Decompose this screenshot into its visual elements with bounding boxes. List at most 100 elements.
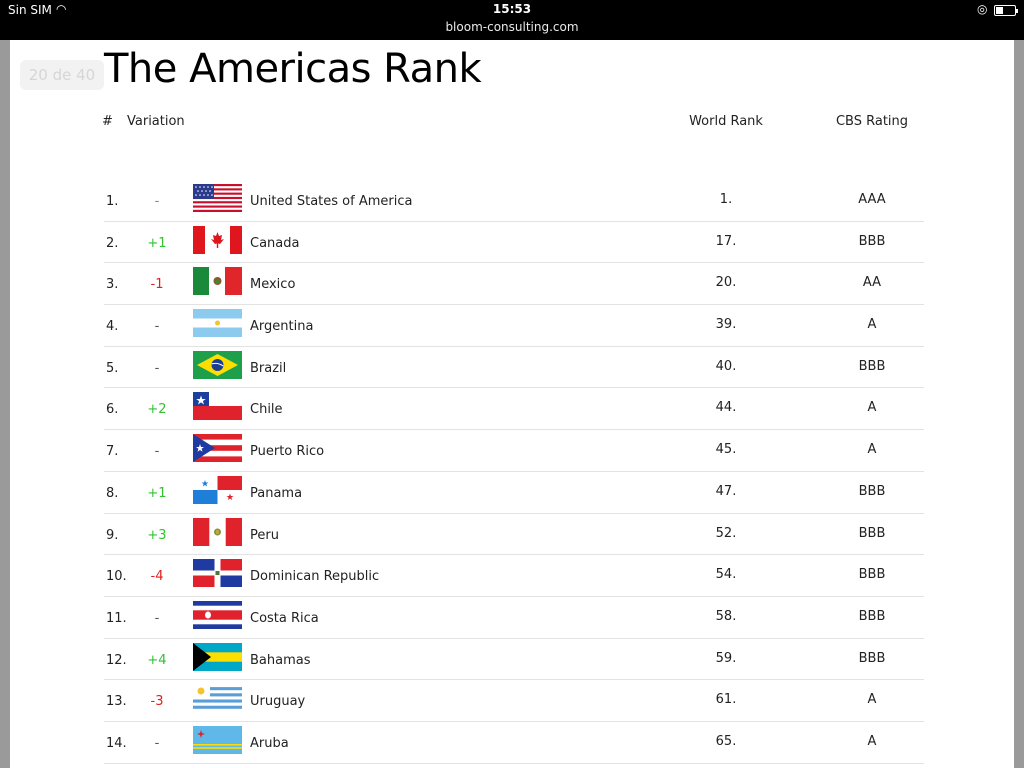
cbs-rating-cell: A — [867, 442, 877, 458]
country-name: Chile — [250, 402, 283, 418]
chile-flag-icon — [193, 392, 242, 421]
country-name: Costa Rica — [250, 610, 319, 626]
table-row: 1. - United States of America 1. — [104, 180, 924, 222]
table-row: 2. +1 Canada 17. BBB — [104, 222, 924, 264]
ranking-table: 1. - United States of America 1. — [104, 180, 924, 764]
peru-flag-icon — [193, 517, 242, 546]
wifi-icon: ◠ — [56, 2, 67, 16]
cbs-rating-cell: A — [867, 733, 877, 749]
rank-cell: 5. — [106, 360, 119, 376]
table-row: 13. -3 Uruguay 61. A — [104, 680, 924, 722]
cbs-rating-cell: BBB — [858, 358, 886, 374]
world-rank-cell: 47. — [715, 483, 737, 499]
column-header-variation: Variation — [127, 114, 185, 129]
rank-cell: 12. — [106, 652, 127, 668]
canada-flag-icon — [193, 225, 242, 254]
table-row: 9. +3 Peru 52. BBB — [104, 514, 924, 556]
cbs-rating-cell: BBB — [858, 233, 886, 249]
world-rank-cell: 17. — [715, 233, 737, 249]
variation-cell: - — [154, 194, 160, 209]
address-bar[interactable]: bloom-consulting.com — [445, 20, 579, 34]
cbs-rating-cell: A — [867, 317, 877, 333]
table-row: 12. +4 Bahamas 59. BBB — [104, 639, 924, 681]
battery-icon — [994, 5, 1018, 16]
mexico-flag-icon — [193, 267, 242, 296]
world-rank-cell: 44. — [715, 400, 737, 416]
variation-cell: -1 — [150, 277, 164, 293]
uruguay-flag-icon — [193, 684, 242, 713]
carrier-label: Sin SIM — [8, 3, 52, 17]
table-row: 11. - Costa Rica 58. BBB — [104, 597, 924, 639]
rank-cell: 9. — [106, 527, 119, 543]
column-header-number: # — [102, 114, 113, 129]
cbs-rating-cell: BBB — [858, 525, 886, 541]
country-name: Panama — [250, 485, 303, 501]
world-rank-cell: 58. — [715, 608, 737, 624]
country-name: Mexico — [250, 277, 296, 293]
aruba-flag-icon — [193, 725, 242, 754]
table-row: 6. +2 Chile 44. A — [104, 388, 924, 431]
cbs-rating-cell: AA — [862, 275, 882, 291]
variation-cell: - — [154, 610, 160, 626]
usa-flag-icon — [193, 184, 242, 212]
cbs-rating-cell: BBB — [858, 567, 886, 583]
world-rank-cell: 59. — [715, 650, 737, 666]
table-row: 14. - Aruba 65. A — [104, 722, 924, 764]
slide-counter: 20 de 40 — [20, 60, 104, 90]
country-name: Uruguay — [250, 694, 306, 710]
variation-cell: - — [154, 735, 160, 751]
world-rank-cell: 45. — [715, 442, 737, 458]
rank-cell: 10. — [106, 569, 127, 585]
variation-cell: +1 — [147, 235, 167, 251]
variation-cell: - — [154, 319, 160, 335]
world-rank-cell: 54. — [715, 567, 737, 583]
country-name: Brazil — [250, 360, 287, 376]
cbs-rating-cell: A — [867, 692, 877, 708]
brazil-flag-icon — [193, 350, 242, 379]
cbs-rating-cell: BBB — [858, 483, 886, 499]
column-header-world-rank: World Rank — [689, 114, 763, 129]
dominican-republic-flag-icon — [193, 559, 242, 588]
rank-cell: 11. — [106, 610, 127, 626]
variation-cell: +4 — [147, 652, 167, 668]
country-name: Argentina — [250, 319, 314, 335]
puerto-rico-flag-icon — [193, 434, 242, 463]
country-name: Peru — [250, 527, 279, 543]
variation-cell: +1 — [147, 485, 167, 501]
table-row: 5. - Brazil 40. BBB — [104, 347, 924, 389]
country-name: United States of America — [250, 194, 413, 209]
rank-cell: 13. — [106, 694, 127, 710]
country-name: Puerto Rico — [250, 444, 325, 460]
page-frame-right — [1014, 40, 1024, 768]
cbs-rating-cell: A — [867, 400, 877, 416]
cbs-rating-cell: AAA — [858, 192, 886, 207]
country-name: Bahamas — [250, 652, 311, 668]
rank-cell: 3. — [106, 277, 119, 293]
table-row: 7. - Puerto Rico 45. A — [104, 430, 924, 472]
page-frame-left — [0, 40, 10, 768]
country-name: Canada — [250, 235, 300, 251]
variation-cell: - — [154, 444, 160, 460]
cbs-rating-cell: BBB — [858, 650, 886, 666]
argentina-flag-icon — [193, 309, 242, 338]
rank-cell: 7. — [106, 444, 119, 460]
world-rank-cell: 52. — [715, 525, 737, 541]
world-rank-cell: 39. — [715, 317, 737, 333]
country-name: Dominican Republic — [250, 569, 380, 585]
variation-cell: +3 — [147, 527, 167, 543]
table-row: 3. -1 Mexico 20. AA — [104, 263, 924, 306]
world-rank-cell: 65. — [715, 733, 737, 749]
world-rank-cell: 20. — [715, 275, 737, 291]
rank-cell: 8. — [106, 485, 119, 501]
world-rank-cell: 61. — [715, 692, 737, 708]
rank-cell: 14. — [106, 735, 127, 751]
rotation-lock-icon: ◎ — [977, 2, 988, 16]
slide: 20 de 40 The Americas Rank # Variation W… — [10, 40, 1014, 768]
world-rank-cell: 1. — [719, 192, 733, 207]
table-row: 4. - Argentina 39. A — [104, 305, 924, 347]
status-bar: Sin SIM ◠ 15:53 bloom-consulting.com ◎ — [0, 0, 1024, 40]
page-title: The Americas Rank — [104, 46, 482, 92]
clock: 15:53 — [492, 2, 532, 16]
panama-flag-icon — [193, 475, 242, 504]
world-rank-cell: 40. — [715, 358, 737, 374]
